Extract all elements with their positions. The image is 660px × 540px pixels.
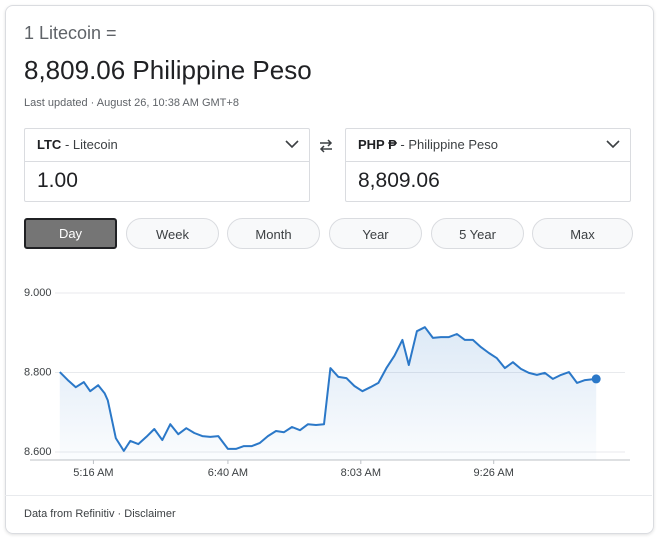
to-name: - Philippine Peso bbox=[400, 137, 498, 152]
to-amount[interactable]: 8,809.06 bbox=[358, 169, 440, 192]
swap-icon[interactable] bbox=[318, 138, 334, 154]
range-button[interactable]: 5 Year bbox=[431, 218, 524, 249]
end-point bbox=[591, 374, 601, 384]
from-code: LTC bbox=[37, 137, 62, 152]
x-tick-label: 6:40 AM bbox=[208, 467, 248, 479]
dropdown-icon bbox=[285, 140, 299, 149]
y-tick-label: 9.000 bbox=[24, 287, 52, 299]
from-select[interactable]: LTC - Litecoin bbox=[25, 129, 309, 162]
range-button[interactable]: Week bbox=[126, 218, 219, 249]
chart: 9.000 8.800 8.600 5:16 AM 6:40 AM 8:03 AM 9:26… bbox=[24, 287, 630, 479]
footer-divider bbox=[5, 495, 652, 496]
range-button[interactable]: Year bbox=[329, 218, 422, 249]
x-tick-label: 5:16 AM bbox=[73, 467, 113, 479]
disclaimer-link[interactable]: Disclaimer bbox=[124, 508, 176, 520]
range-button[interactable]: Month bbox=[227, 218, 320, 249]
price-line bbox=[59, 326, 597, 452]
from-currency: LTC - Litecoin 1.00 bbox=[24, 128, 310, 202]
y-tick-label: 8.600 bbox=[24, 446, 52, 458]
to-code: PHP ₱ bbox=[358, 137, 397, 152]
from-amount[interactable]: 1.00 bbox=[37, 169, 78, 192]
currency-card bbox=[5, 5, 654, 534]
from-name: - Litecoin bbox=[64, 137, 118, 152]
range-button[interactable]: Day bbox=[24, 218, 117, 249]
to-select[interactable]: PHP ₱ - Philippine Peso bbox=[346, 129, 630, 162]
range-button[interactable]: Max bbox=[532, 218, 633, 249]
y-tick-label: 8.800 bbox=[24, 366, 52, 378]
footer: Data from Refinitiv · Disclaimer bbox=[24, 508, 176, 520]
rate-title: 8,809.06 Philippine Peso bbox=[24, 55, 312, 85]
rate-subtitle: 1 Litecoin = bbox=[24, 23, 117, 43]
last-updated: Last updated · August 26, 10:38 AM GMT+8 bbox=[24, 97, 239, 109]
x-tick-label: 8:03 AM bbox=[341, 467, 381, 479]
dropdown-icon bbox=[606, 140, 620, 149]
data-source: Data from Refinitiv · bbox=[24, 508, 122, 520]
x-tick-label: 9:26 AM bbox=[474, 467, 514, 479]
to-currency: PHP ₱ - Philippine Peso 8,809.06 bbox=[345, 128, 631, 202]
